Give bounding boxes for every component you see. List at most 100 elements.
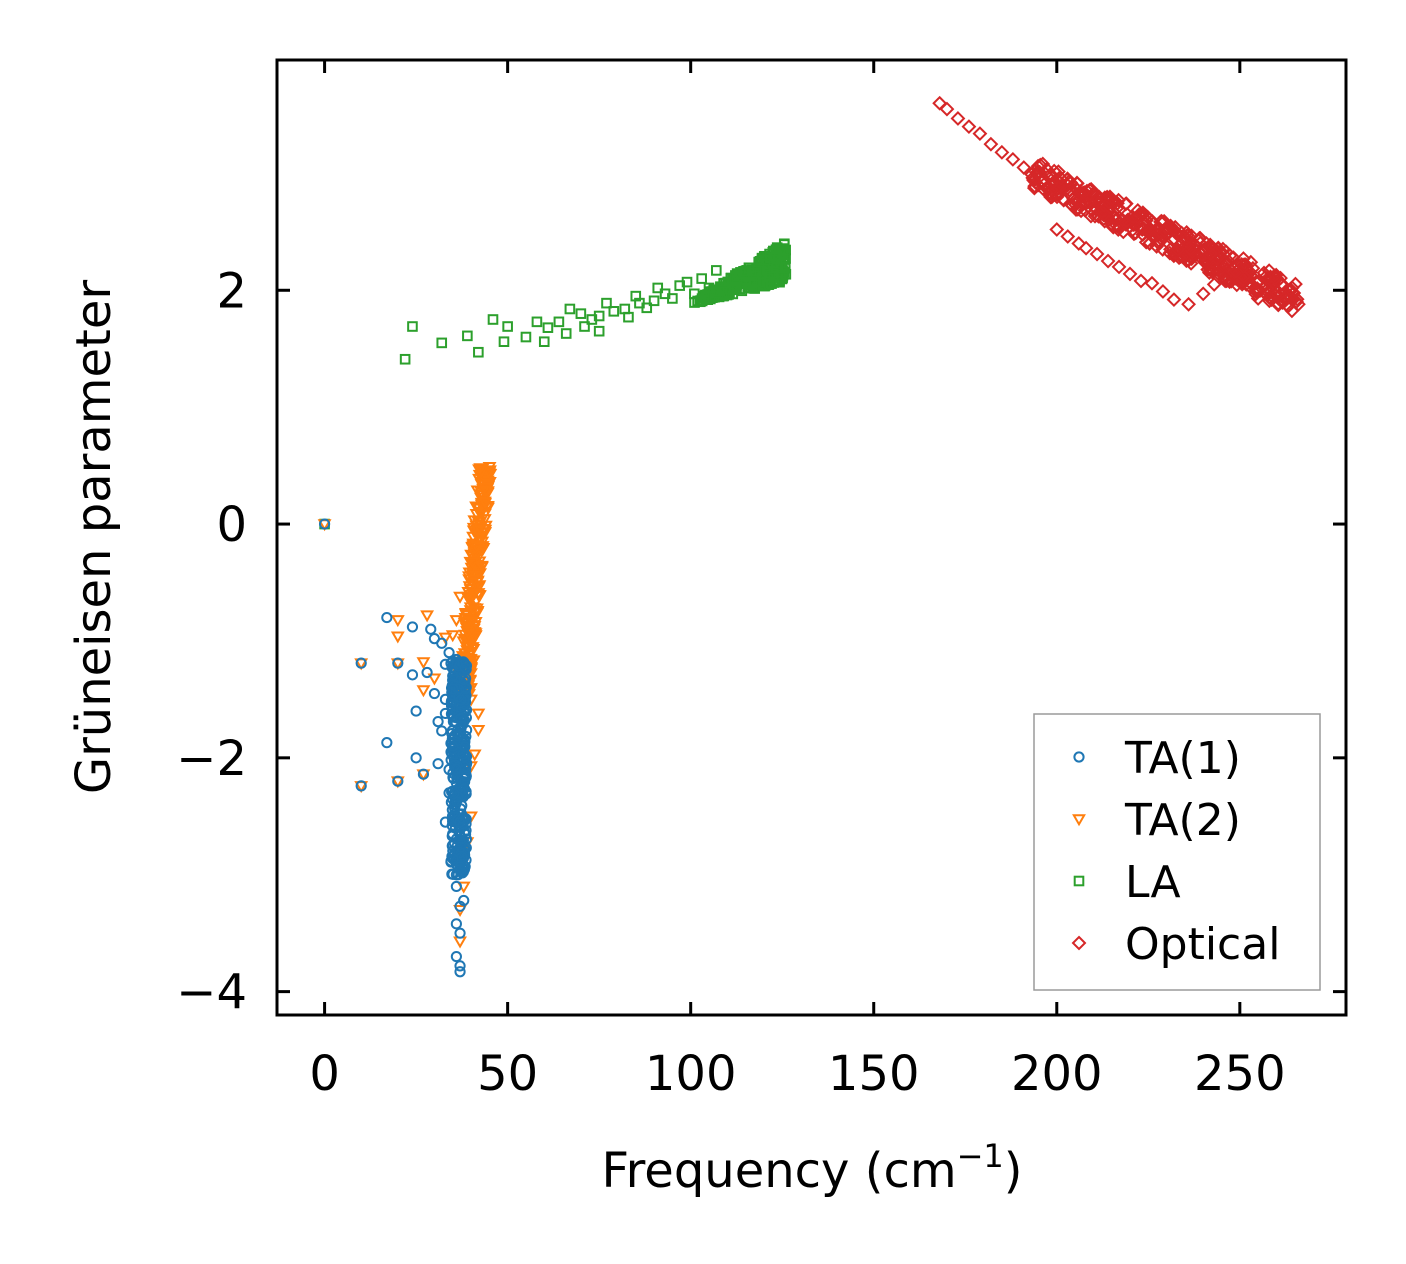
data-point	[475, 560, 489, 573]
data-point	[1075, 185, 1091, 201]
data-point	[469, 540, 484, 553]
data-point	[460, 645, 475, 658]
data-point	[1089, 246, 1105, 262]
data-point	[459, 662, 471, 674]
data-point	[1090, 195, 1106, 211]
data-point	[454, 860, 466, 873]
data-point	[1222, 248, 1238, 264]
data-point	[355, 657, 367, 669]
data-point	[1181, 296, 1196, 312]
data-point	[459, 861, 471, 873]
data-point	[1185, 244, 1201, 260]
data-point	[458, 673, 470, 686]
data-point	[1175, 230, 1191, 246]
data-point	[436, 725, 448, 737]
series-la	[319, 238, 792, 530]
data-point	[1103, 191, 1119, 207]
y-tick-label: 2	[216, 263, 247, 319]
data-point	[416, 657, 431, 670]
data-point	[467, 631, 482, 644]
data-point	[1278, 289, 1294, 305]
data-point	[1243, 254, 1259, 270]
data-point	[406, 669, 419, 681]
data-point	[623, 311, 634, 323]
data-point	[450, 880, 462, 893]
data-point	[421, 666, 433, 679]
data-point	[478, 524, 493, 537]
data-point	[381, 737, 393, 749]
data-point	[355, 780, 367, 792]
data-point	[703, 282, 715, 294]
data-point	[1276, 294, 1292, 310]
data-point	[427, 673, 442, 686]
data-point	[1155, 284, 1171, 299]
data-point	[472, 590, 487, 603]
data-point	[1024, 167, 1040, 182]
data-point	[439, 693, 452, 705]
x-axis-label: Frequency (cm−1)	[601, 1137, 1022, 1199]
x-tick-label: 250	[1194, 1046, 1286, 1102]
legend-marker-ta2	[1072, 814, 1086, 827]
data-point	[972, 126, 988, 142]
data-point	[932, 95, 948, 111]
data-point	[994, 144, 1010, 160]
data-point	[1062, 186, 1078, 202]
data-point	[1150, 235, 1166, 250]
data-point	[729, 284, 740, 295]
data-point	[1205, 259, 1221, 275]
data-point	[1166, 244, 1182, 260]
data-point	[695, 295, 707, 306]
data-point	[462, 567, 477, 580]
data-point	[1043, 189, 1059, 205]
data-point	[390, 631, 405, 644]
data-point	[469, 520, 484, 533]
data-point	[447, 740, 459, 752]
data-point	[458, 608, 473, 621]
data-point	[1128, 225, 1144, 241]
data-point	[1096, 207, 1112, 223]
data-point	[443, 787, 455, 799]
data-point	[465, 557, 480, 570]
data-point	[453, 691, 465, 703]
data-point	[436, 637, 448, 649]
data-point	[455, 841, 467, 853]
data-point	[481, 466, 496, 479]
data-point	[439, 707, 452, 720]
data-point	[473, 346, 484, 358]
data-point	[608, 306, 620, 317]
data-point	[439, 816, 452, 828]
x-tick-label: 200	[1011, 1046, 1103, 1102]
data-point	[601, 297, 612, 309]
data-point	[652, 282, 664, 294]
data-point	[1149, 239, 1165, 254]
data-point	[453, 683, 465, 695]
data-point	[450, 918, 462, 930]
data-point	[460, 770, 472, 782]
data-point	[1261, 289, 1277, 305]
data-point	[473, 463, 488, 476]
data-point	[1156, 213, 1172, 229]
data-point	[1107, 212, 1123, 228]
data-point	[1039, 161, 1055, 177]
data-point	[462, 330, 473, 342]
data-point	[472, 522, 487, 535]
data-point	[487, 314, 499, 325]
legend-marker-la	[1073, 875, 1085, 887]
data-point	[1119, 213, 1135, 229]
legend-markers	[1071, 751, 1087, 951]
data-point	[641, 302, 653, 314]
data-point	[502, 321, 513, 332]
data-point	[443, 647, 455, 659]
legend-label-ta2: TA(2)	[1124, 795, 1241, 846]
data-point	[454, 960, 466, 972]
data-point	[1069, 193, 1085, 209]
data-point	[1195, 286, 1211, 302]
legend: TA(1) TA(2) LA Optical	[1033, 713, 1321, 991]
data-point	[407, 321, 418, 332]
data-point	[392, 657, 404, 669]
legend-label-ta1: TA(1)	[1124, 733, 1241, 784]
data-point	[399, 353, 411, 365]
data-point	[443, 763, 455, 776]
data-point	[477, 514, 492, 527]
